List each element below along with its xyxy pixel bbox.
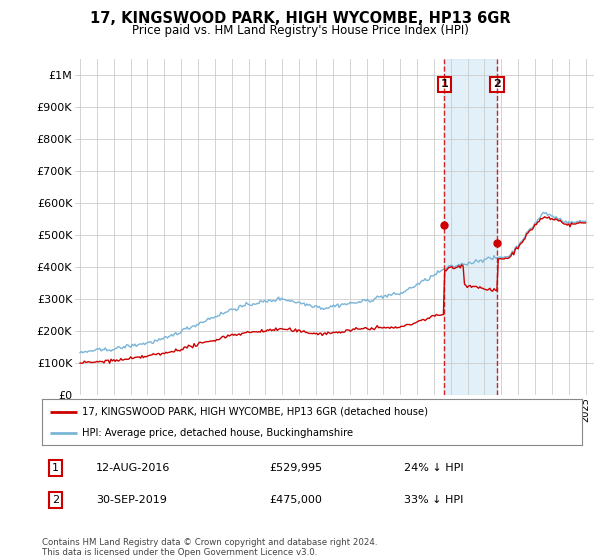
Text: 17, KINGSWOOD PARK, HIGH WYCOMBE, HP13 6GR: 17, KINGSWOOD PARK, HIGH WYCOMBE, HP13 6…	[89, 11, 511, 26]
Text: 17, KINGSWOOD PARK, HIGH WYCOMBE, HP13 6GR (detached house): 17, KINGSWOOD PARK, HIGH WYCOMBE, HP13 6…	[83, 407, 428, 417]
Text: 2: 2	[52, 495, 59, 505]
Text: £475,000: £475,000	[269, 495, 322, 505]
Text: 1: 1	[52, 463, 59, 473]
Text: 24% ↓ HPI: 24% ↓ HPI	[404, 463, 463, 473]
Text: 1: 1	[440, 80, 448, 90]
Text: 33% ↓ HPI: 33% ↓ HPI	[404, 495, 463, 505]
Text: Price paid vs. HM Land Registry's House Price Index (HPI): Price paid vs. HM Land Registry's House …	[131, 24, 469, 36]
Text: 30-SEP-2019: 30-SEP-2019	[96, 495, 167, 505]
Text: 2: 2	[493, 80, 501, 90]
Bar	[445, 59, 497, 395]
Text: Contains HM Land Registry data © Crown copyright and database right 2024.
This d: Contains HM Land Registry data © Crown c…	[42, 538, 377, 557]
Text: £529,995: £529,995	[269, 463, 322, 473]
Text: HPI: Average price, detached house, Buckinghamshire: HPI: Average price, detached house, Buck…	[83, 428, 353, 438]
Text: 12-AUG-2016: 12-AUG-2016	[96, 463, 170, 473]
